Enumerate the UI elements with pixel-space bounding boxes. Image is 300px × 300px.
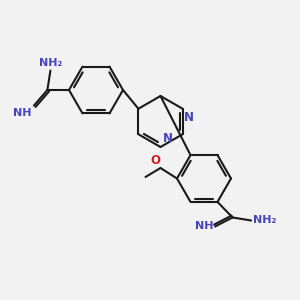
Text: N: N xyxy=(163,133,173,146)
Text: NH: NH xyxy=(194,221,213,232)
Text: NH: NH xyxy=(13,108,32,118)
Text: NH₂: NH₂ xyxy=(39,58,62,68)
Text: N: N xyxy=(184,111,194,124)
Text: NH₂: NH₂ xyxy=(253,215,276,226)
Text: O: O xyxy=(150,154,160,167)
